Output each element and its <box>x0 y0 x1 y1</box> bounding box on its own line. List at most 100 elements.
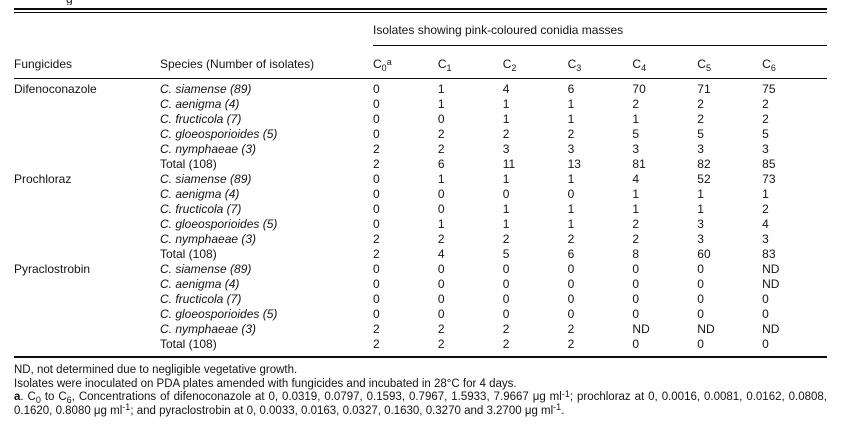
footnote-segment: -1 <box>553 402 562 412</box>
fungicide-cell <box>14 127 160 142</box>
value-cell: 2 <box>632 232 640 246</box>
footnote-segment: ; prochloraz at 0, 0.0016, 0.0081, 0.016… <box>14 391 827 417</box>
value-cell: 0 <box>373 112 380 126</box>
value-cell: 1 <box>502 112 510 126</box>
fungicide-cell <box>14 97 160 112</box>
value-cell: ND <box>762 262 780 276</box>
table-row: Total (108) 2 4 5 6 8 60 83 <box>14 247 827 262</box>
value-cell: 0 <box>632 337 640 351</box>
value-cell: 2 <box>502 337 510 351</box>
fungicide-cell <box>14 307 160 322</box>
footnote-segment: , Concentrations of difenoconazole at 0,… <box>71 391 562 403</box>
value-cell: 0 <box>437 277 445 291</box>
species-cell: C. aenigma (4) <box>160 97 240 111</box>
value-cell: 83 <box>762 247 776 261</box>
footnote-segment: . C <box>20 391 36 403</box>
table-row: C. gloeosporioides (5) 0 0 0 0 0 0 0 <box>14 307 827 322</box>
value-cell: 3 <box>567 142 575 156</box>
value-cell: 2 <box>502 127 510 141</box>
value-cell: 5 <box>632 127 640 141</box>
footnote-segment: to C <box>40 391 67 403</box>
conc-subscript: 3 <box>576 62 582 73</box>
value-cell: 0 <box>697 292 704 306</box>
footnote-segment: -1 <box>122 402 131 412</box>
table-row: Prochloraz C. siamense (89) 0 1 1 1 4 52… <box>14 172 827 187</box>
value-cell: 6 <box>437 157 445 171</box>
value-cell: 2 <box>697 112 704 126</box>
species-cell: C. siamense (89) <box>160 82 252 96</box>
conc-base: C <box>632 57 642 71</box>
value-cell: 1 <box>437 97 445 111</box>
value-cell: 1 <box>502 217 510 231</box>
table-row: C. gloeosporioides (5) 0 2 2 2 5 5 5 <box>14 127 827 142</box>
species-cell: C. nymphaeae (3) <box>160 142 257 156</box>
value-cell: 0 <box>437 262 445 276</box>
value-cell: 1 <box>632 112 640 126</box>
fungicide-cell <box>14 292 160 307</box>
value-cell: 3 <box>502 142 510 156</box>
table-row: C. gloeosporioides (5) 0 1 1 1 2 3 4 <box>14 217 827 232</box>
value-cell: 1 <box>567 217 575 231</box>
value-cell: 2 <box>437 322 445 336</box>
value-cell: 11 <box>502 157 516 171</box>
footnote-incubation: Isolates were inoculated on PDA plates a… <box>14 377 517 390</box>
value-cell: 2 <box>632 217 640 231</box>
value-cell: 1 <box>697 187 704 201</box>
species-cell: Total (108) <box>160 157 217 171</box>
value-cell: 2 <box>632 97 640 111</box>
value-cell: 4 <box>502 82 510 96</box>
species-cell: Total (108) <box>160 337 217 351</box>
value-cell: 0 <box>697 307 704 321</box>
species-cell: C. aenigma (4) <box>160 277 240 291</box>
value-cell: 1 <box>437 217 445 231</box>
fungicide-cell <box>14 142 160 157</box>
value-cell: 0 <box>373 307 380 321</box>
value-cell: 71 <box>697 82 711 96</box>
value-cell: 5 <box>697 127 704 141</box>
table-row: C. aenigma (4) 0 0 0 0 1 1 1 <box>14 187 827 202</box>
value-cell: 2 <box>502 322 510 336</box>
value-cell: 0 <box>697 262 704 276</box>
conc-base: C <box>697 57 706 71</box>
conc-subscript: 4 <box>641 62 647 73</box>
value-cell: 75 <box>762 82 776 96</box>
value-cell: 0 <box>502 187 510 201</box>
value-cell: 2 <box>762 202 769 216</box>
header-fungicides: Fungicides <box>14 57 73 71</box>
value-cell: 3 <box>697 232 704 246</box>
value-cell: 0 <box>762 307 769 321</box>
footnote-concentrations: a. C0 to C6, Concentrations of difenocon… <box>14 389 827 418</box>
conc-base: C <box>567 57 577 71</box>
header-conc-c6: C6 <box>762 57 827 73</box>
header-species: Species (Number of isolates) <box>160 57 315 71</box>
header-conc-c1: C1 <box>438 57 503 73</box>
table-row: Pyraclostrobin C. siamense (89) 0 0 0 0 … <box>14 262 827 277</box>
conc-subscript: 1 <box>446 62 452 73</box>
value-cell: 0 <box>437 187 445 201</box>
value-cell: 0 <box>373 217 380 231</box>
value-cell: 3 <box>762 232 769 246</box>
value-cell: 0 <box>697 277 704 291</box>
value-cell: 0 <box>373 172 380 186</box>
species-cell: C. gloeosporioides (5) <box>160 127 278 141</box>
species-cell: C. fructicola (7) <box>160 202 242 216</box>
value-cell: 0 <box>697 337 704 351</box>
conc-base: C <box>373 57 382 71</box>
header-conc-c0: C0a <box>373 57 438 73</box>
value-cell: ND <box>632 322 650 336</box>
header-conc-c2: C2 <box>503 57 568 73</box>
table-row: C. fructicola (7) 0 0 0 0 0 0 0 <box>14 292 827 307</box>
value-cell: 2 <box>373 232 380 246</box>
conc-subscript: 5 <box>705 62 711 73</box>
value-cell: 1 <box>567 172 575 186</box>
value-cell: 4 <box>632 172 640 186</box>
table-row: C. aenigma (4) 0 0 0 0 0 0 ND <box>14 277 827 292</box>
fungicide-cell: Pyraclostrobin <box>14 262 91 276</box>
fungicide-cell: Prochloraz <box>14 172 72 186</box>
value-cell: 0 <box>632 292 640 306</box>
species-cell: C. gloeosporioides (5) <box>160 217 278 231</box>
value-cell: 0 <box>437 112 445 126</box>
value-cell: 0 <box>567 187 575 201</box>
value-cell: 8 <box>632 247 640 261</box>
value-cell: 1 <box>567 202 575 216</box>
